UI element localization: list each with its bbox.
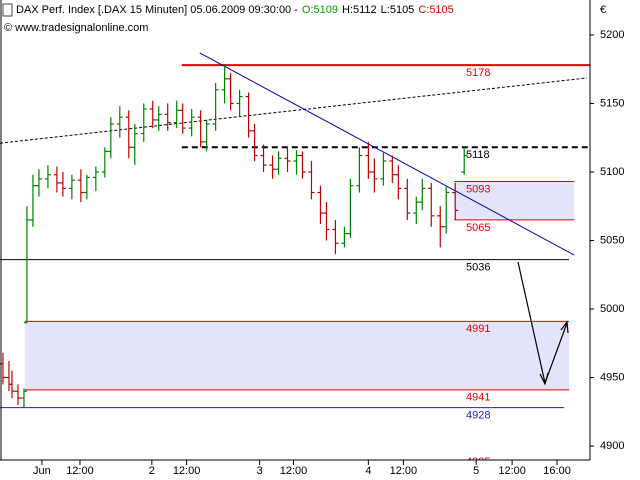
y-tick-label: 5100	[600, 166, 624, 178]
arrow-head	[560, 320, 569, 334]
x-tick-label: 16:00	[543, 465, 571, 477]
level-label: 5036	[466, 262, 490, 274]
chart-title: DAX Perf. Index [.DAX 15 Minuten] 05.06.…	[16, 4, 298, 16]
chart-icon	[2, 3, 13, 17]
y-tick-label: 5000	[600, 303, 624, 315]
x-tick-label: 12:00	[280, 465, 308, 477]
quote-value: L:5105	[381, 4, 415, 16]
level-label: 4885	[466, 456, 490, 468]
y-tick-label: 5200	[600, 29, 624, 41]
x-tick-label: 12:00	[66, 465, 94, 477]
zone	[24, 321, 570, 390]
x-tick-label: 12:00	[173, 465, 201, 477]
level-label: 4991	[466, 323, 490, 335]
x-tick-label: 12:00	[390, 465, 418, 477]
arrows	[517, 261, 569, 386]
x-tick-label: 3	[257, 465, 263, 477]
y-tick-label: 4950	[600, 371, 624, 383]
arrow-down	[517, 261, 546, 384]
y-tick-label: 5150	[600, 97, 624, 109]
trendline	[199, 52, 575, 256]
y-tick-label: 5050	[600, 234, 624, 246]
x-tick-label: Jun	[33, 465, 51, 477]
level-label: 5118	[466, 149, 490, 161]
quote-value: C:5105	[418, 4, 453, 16]
y-tick-label: 4900	[600, 440, 624, 452]
chart-subtitle: © www.tradesignalonline.com	[4, 22, 148, 34]
arrow-up	[544, 322, 568, 384]
level-label: 5093	[466, 183, 490, 195]
trendline	[0, 77, 588, 144]
level-label: 4928	[466, 410, 490, 422]
level-label: 5065	[466, 222, 490, 234]
level-label: 5178	[466, 67, 490, 79]
quote-value: H:5112	[342, 4, 377, 16]
x-tick-label: 12:00	[498, 465, 526, 477]
x-tick-label: 2	[149, 465, 155, 477]
x-tick-label: 5	[473, 465, 479, 477]
currency: €	[600, 4, 606, 16]
plot-area: 5178 5118 5093 5065 5036 4991 4941 4928 4885	[0, 52, 590, 468]
quote-value: O:5109	[302, 4, 338, 16]
x-tick-label: 4	[365, 465, 371, 477]
level-label: 4941	[466, 392, 490, 404]
